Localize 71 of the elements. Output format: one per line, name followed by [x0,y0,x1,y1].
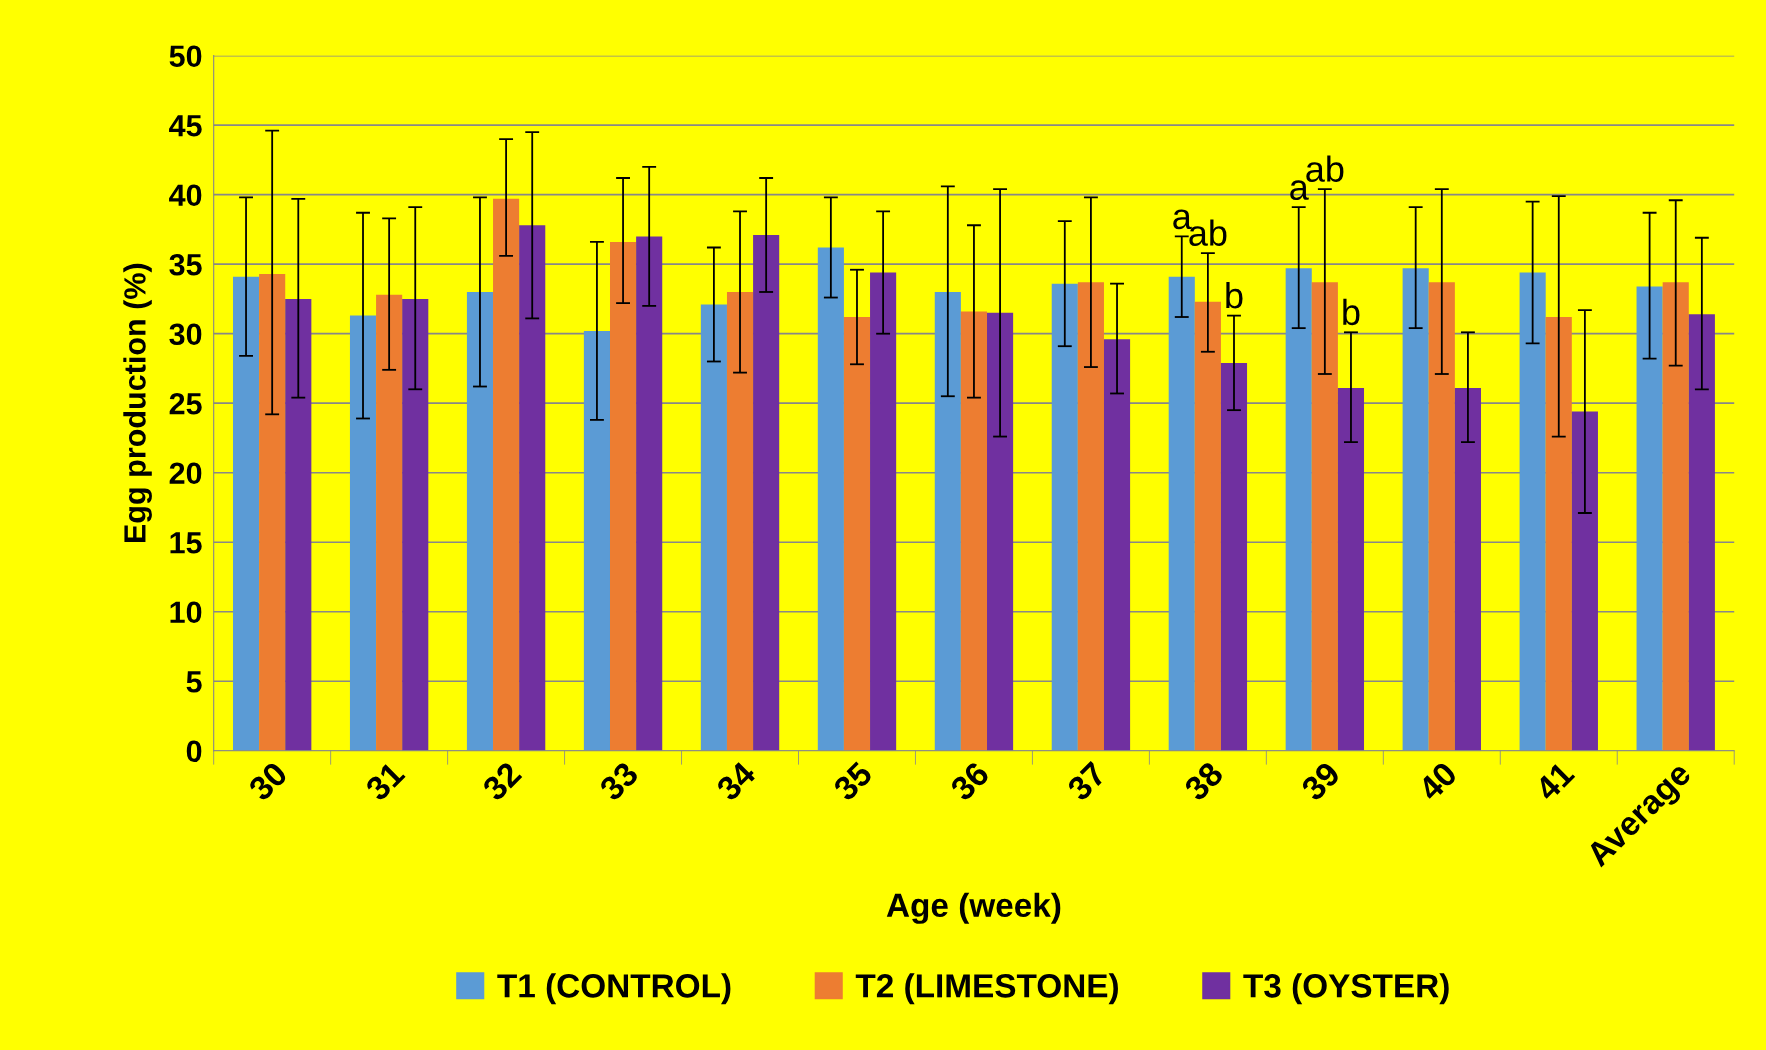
bar [1402,268,1429,751]
bar [636,236,663,751]
y-tick-label: 35 [169,253,202,276]
annotation: ab [1306,155,1344,182]
y-tick-label: 0 [186,740,202,763]
bar [583,330,610,751]
y-tick-label: 50 [169,45,202,68]
bar [519,225,546,751]
bar [1688,314,1715,751]
x-tick-label: 40 [1416,760,1459,803]
legend-label: T3 (OYSTER) [1243,973,1449,1005]
bar [402,298,429,751]
y-tick-label: 10 [170,601,202,624]
y-tick-label: 40 [169,184,202,207]
x-tick-label: 37 [1065,760,1108,803]
bar [1662,282,1689,751]
bar [1519,272,1546,751]
legend-label: T2 (LIMESTONE) [855,973,1118,1005]
bar [285,298,312,751]
annotation: a [1290,180,1309,201]
bar [1194,301,1221,751]
bar [1168,276,1195,751]
bar [610,241,637,751]
x-tick-label: 31 [364,760,406,803]
bar [1103,339,1131,751]
y-tick-label: 20 [169,462,202,485]
x-tick-label: 41 [1533,760,1576,803]
bar [817,247,844,751]
y-tick-label: 15 [170,532,202,554]
bar [232,276,260,751]
bar [376,294,403,751]
x-tick-label: 36 [948,760,991,803]
bar [1285,268,1312,751]
bar [1311,282,1338,751]
bar [1571,411,1598,751]
y-tick-label: 25 [169,392,202,415]
y-tick-label: 5 [186,671,202,693]
bar [259,273,286,751]
bar [753,234,780,751]
bar [1220,362,1248,751]
bar [1077,282,1104,751]
bar [843,317,871,751]
x-tick-label: 30 [247,760,289,803]
bar [934,291,961,751]
y-axis-title: Egg production (%) [123,263,152,543]
x-tick-label: 35 [831,760,874,803]
legend-label: T1 (CONTROL) [497,973,731,1005]
y-tick-label: 30 [169,323,202,346]
bar [726,291,754,751]
x-axis-title: Age (week) [886,892,1061,924]
bar [987,312,1014,751]
bar [700,304,727,751]
x-tick-label: 33 [598,760,640,803]
y-tick-label: 45 [169,115,202,137]
annotation: b [1343,298,1360,326]
bar [1337,387,1365,751]
bar [1454,387,1481,751]
bar [349,315,377,751]
bar [1636,286,1663,751]
bar [466,291,494,751]
annotation: b [1226,281,1243,309]
bar [1428,282,1455,751]
x-tick-label: 38 [1182,760,1225,803]
bar [1051,283,1078,751]
bar [493,198,520,751]
x-tick-label: 32 [481,760,523,803]
bar [960,311,988,751]
bar [870,272,897,751]
bar [1545,317,1572,751]
x-tick-label: 34 [714,759,758,803]
x-tick-label: 39 [1299,760,1342,803]
